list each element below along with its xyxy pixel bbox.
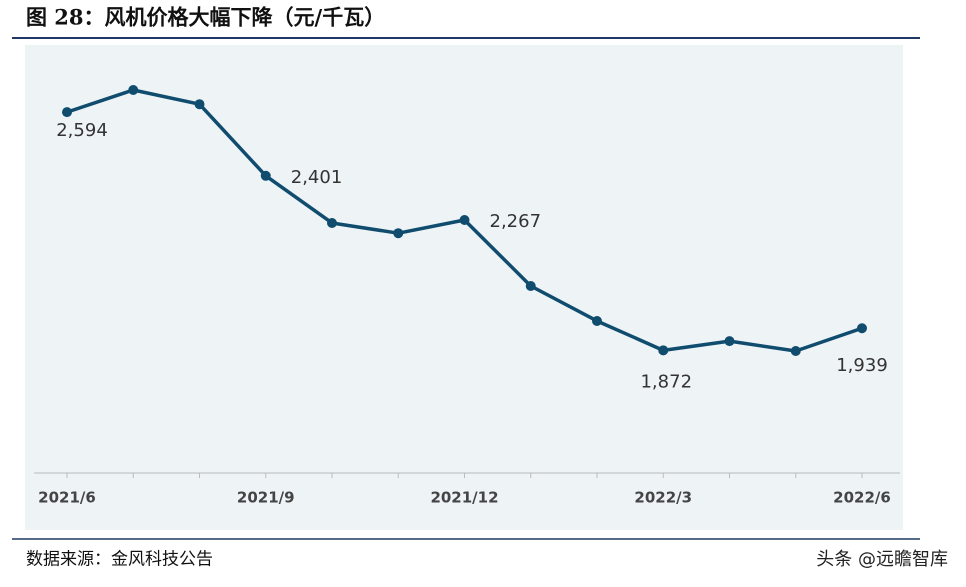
data-label: 1,939 — [836, 355, 888, 376]
point — [194, 99, 205, 110]
point — [459, 215, 470, 226]
point — [592, 315, 602, 326]
point — [393, 228, 404, 239]
point — [525, 280, 536, 291]
point — [724, 336, 735, 347]
data-label: 1,872 — [640, 371, 692, 392]
data-label: 2,401 — [291, 167, 343, 188]
x-tick-label: 2021/12 — [430, 489, 498, 507]
chart-title: 图 28：风机价格大幅下降（元/千瓦） — [26, 5, 385, 30]
x-tick-label: 2022/6 — [833, 489, 891, 507]
watermark: 头条 @远瞻智库 — [816, 549, 948, 570]
point — [790, 346, 801, 356]
source-note: 数据来源：金风科技公告 — [26, 550, 213, 570]
x-tick-label: 2021/6 — [38, 489, 96, 507]
point — [327, 217, 337, 228]
plot-background — [25, 45, 903, 530]
point — [658, 345, 669, 356]
point — [128, 85, 139, 95]
data-label: 2,267 — [490, 211, 542, 232]
x-tick-label: 2021/9 — [237, 489, 295, 507]
point — [857, 323, 867, 334]
x-tick-label: 2022/3 — [634, 489, 692, 507]
data-label: 2,594 — [56, 120, 108, 141]
point — [260, 170, 271, 181]
point — [62, 107, 72, 118]
